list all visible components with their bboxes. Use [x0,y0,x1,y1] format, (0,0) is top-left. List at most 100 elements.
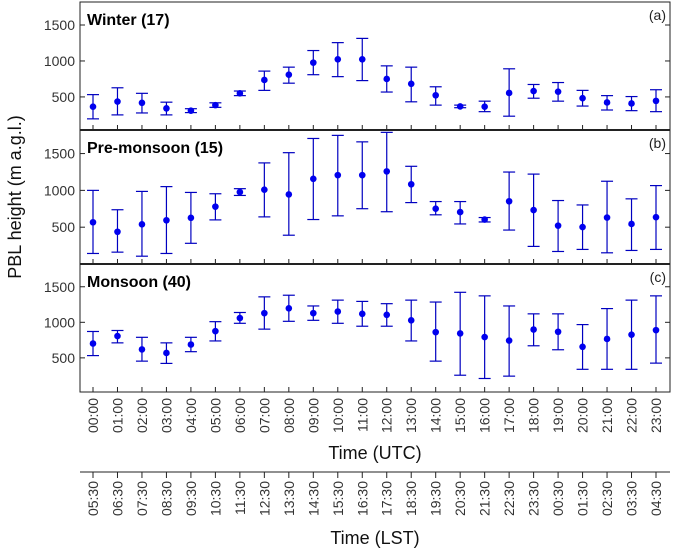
y-tick-label: 1000 [44,182,75,198]
x-tick-label-lst: 14:30 [305,481,321,516]
data-point [163,105,170,112]
data-point [334,56,342,63]
x-tick-label-lst: 03:30 [624,481,640,516]
data-point [358,310,366,318]
panel-tag: (a) [649,7,666,23]
x-tick-label-utc: 21:00 [599,398,615,433]
x-tick-label-lst: 08:30 [158,481,174,516]
data-point [603,335,611,343]
x-tick-label-utc: 05:00 [207,398,223,433]
x-tick-label-lst: 05:30 [85,481,101,516]
x-tick-label-utc: 01:00 [109,398,125,433]
x-tick-label-lst: 21:30 [477,481,493,516]
data-point [138,99,146,107]
data-point [163,216,170,224]
data-point [285,305,293,312]
data-point [285,71,293,79]
y-axis-label: PBL height (m a.g.l.) [5,115,25,278]
data-point [481,103,488,111]
data-point [652,97,660,105]
data-point [310,309,317,317]
panel-tag: (c) [650,269,666,285]
data-point [334,308,342,315]
data-point [261,76,268,84]
data-point [89,218,97,226]
data-point [138,221,146,228]
data-point [383,311,391,319]
data-point [138,346,146,353]
x-tick-label-utc: 07:00 [256,398,272,433]
y-tick-label: 1500 [44,279,75,295]
data-point [261,309,268,317]
data-point [212,327,219,335]
data-point [212,203,219,210]
data-point [285,191,293,198]
x-tick-label-lst: 22:30 [501,481,517,516]
data-point [456,208,464,216]
x-tick-label-lst: 19:30 [428,481,444,516]
x-tick-label-lst: 09:30 [183,481,199,516]
x-tick-label-lst: 13:30 [281,481,297,516]
data-point [652,213,660,221]
data-point [603,99,611,106]
x-tick-label-utc: 12:00 [379,398,395,433]
y-tick-label: 1000 [44,314,75,330]
data-point [530,87,537,95]
data-point [407,80,415,88]
x-tick-label-lst: 10:30 [207,481,223,516]
data-point [652,326,660,334]
data-point [236,188,244,196]
data-point [530,326,537,333]
data-point [579,223,586,231]
x-tick-label-utc: 13:00 [403,398,419,433]
panel-title: Winter (17) [87,12,170,29]
x-tick-label-lst: 16:30 [354,481,370,516]
x-tick-label-utc: 04:00 [183,398,199,433]
x-tick-label-utc: 11:00 [354,398,370,432]
data-point [481,333,488,341]
data-point [89,340,97,347]
x-tick-label-lst: 11:30 [232,481,248,515]
y-tick-label: 500 [52,89,76,105]
panel-title: Monsoon (40) [87,274,191,291]
x-tick-label-utc: 23:00 [648,398,664,433]
x-tick-label-utc: 03:00 [158,398,174,433]
x-tick-label-utc: 00:00 [85,398,101,433]
data-point [114,228,121,236]
data-point [432,328,439,336]
data-point [579,94,586,102]
x-tick-label-utc: 14:00 [428,398,444,433]
x-tick-label-lst: 12:30 [256,481,272,516]
data-point [628,331,635,338]
data-point [236,314,244,322]
x-tick-label-utc: 09:00 [305,398,321,433]
data-point [114,98,121,105]
data-point [554,328,562,336]
data-point [579,343,586,351]
data-point [383,75,391,83]
x-tick-label-utc: 18:00 [526,398,542,433]
x-tick-label-utc: 08:00 [281,398,297,433]
data-point [187,214,195,222]
data-point [407,317,415,324]
data-point [261,186,268,194]
data-point [456,330,464,337]
data-point [89,103,97,111]
data-point [456,103,464,110]
y-tick-label: 1500 [44,146,75,162]
data-point [358,171,366,179]
data-point [236,90,244,97]
x-tick-label-utc: 16:00 [477,398,493,433]
x-tick-label-lst: 00:30 [550,481,566,516]
data-point [212,101,219,109]
data-point [554,222,562,229]
data-point [628,100,635,107]
data-point [163,349,170,357]
data-point [505,89,513,97]
x-tick-label-lst: 04:30 [648,481,664,516]
data-point [530,206,537,214]
data-point [554,88,562,95]
data-point [310,59,317,66]
data-point [505,337,513,344]
